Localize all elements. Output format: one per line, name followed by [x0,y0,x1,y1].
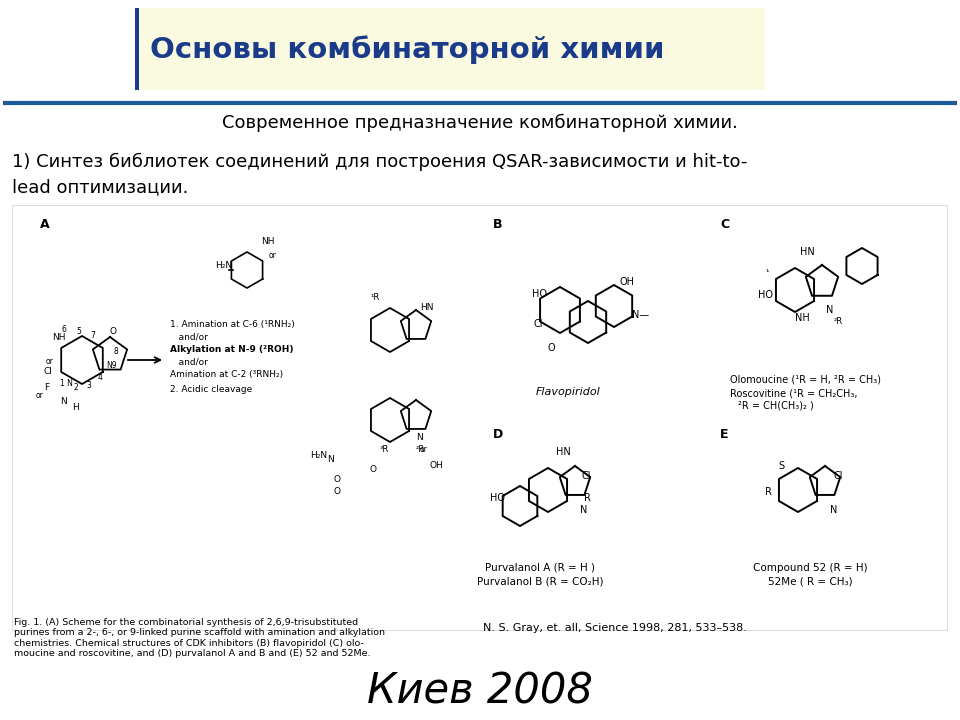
Text: E: E [720,428,729,441]
Text: Olomoucine (¹R = H, ²R = CH₃): Olomoucine (¹R = H, ²R = CH₃) [730,375,881,385]
Text: N: N [826,305,833,315]
Text: ²R: ²R [834,318,843,326]
Text: Roscovitine (¹R = CH₂CH₃,: Roscovitine (¹R = CH₂CH₃, [730,388,857,398]
Text: or: or [420,446,428,454]
Text: 4: 4 [98,374,103,382]
Text: HO: HO [532,289,547,299]
Text: OH: OH [430,461,444,469]
Text: R: R [584,493,590,503]
Text: C: C [720,218,730,231]
Text: A: A [40,218,50,231]
Text: OH: OH [620,277,635,287]
Text: Cl: Cl [44,367,53,377]
Text: ²R: ²R [416,446,425,454]
Text: R: R [765,487,772,497]
Text: lead оптимизации.: lead оптимизации. [12,178,188,196]
Text: N: N [327,456,334,464]
Text: ³R: ³R [380,446,389,454]
Text: Cl: Cl [582,471,591,481]
Text: and/or: and/or [170,358,208,366]
Text: N: N [830,505,837,515]
Text: Киев 2008: Киев 2008 [367,671,593,713]
Text: 8: 8 [114,348,119,356]
Text: or: or [36,392,44,400]
Text: ¹R: ¹R [370,294,379,302]
Text: HO: HO [758,290,773,300]
Text: or: or [46,358,54,366]
Text: NH: NH [261,238,275,246]
Bar [135,8,139,90]
Text: 2. Acidic cleavage: 2. Acidic cleavage [170,385,252,395]
Text: 1 N: 1 N [60,379,73,389]
Text: N9: N9 [106,361,116,369]
Text: NH: NH [795,313,809,323]
Text: B: B [493,218,502,231]
Text: 3: 3 [86,382,91,390]
Text: NH: NH [52,333,65,343]
Text: Amination at C-2 (³RNH₂): Amination at C-2 (³RNH₂) [170,369,283,379]
Text: 1) Синтез библиотек соединений для построения QSAR-зависимости и hit-to-: 1) Синтез библиотек соединений для постр… [12,153,748,171]
Text: HN: HN [556,447,571,457]
Text: Flavopiridol: Flavopiridol [536,387,600,397]
Text: H₂N: H₂N [310,451,327,459]
Text: O: O [333,487,340,497]
Text: N: N [580,505,588,515]
Text: Основы комбинаторной химии: Основы комбинаторной химии [150,36,664,64]
Text: N—: N— [632,310,649,320]
Text: Compound 52 (R = H): Compound 52 (R = H) [753,563,867,573]
Text: Современное предназначение комбинаторной химии.: Современное предназначение комбинаторной… [222,114,738,132]
Text: 7: 7 [90,331,95,341]
Text: Purvalanol B (R = CO₂H): Purvalanol B (R = CO₂H) [477,577,603,587]
Bar [135,8,765,90]
Text: O: O [110,328,117,336]
Text: O: O [548,343,556,353]
Text: O: O [370,466,377,474]
Text: F: F [44,384,49,392]
Text: Purvalanol A (R = H ): Purvalanol A (R = H ) [485,563,595,573]
Text: HO: HO [490,493,505,503]
Text: ²R = CH(CH₃)₂ ): ²R = CH(CH₃)₂ ) [738,401,814,411]
Text: N: N [416,433,422,443]
Bar [12,205,947,630]
Text: and/or: and/or [170,333,208,341]
Text: 1. Amination at C-6 (¹RNH₂): 1. Amination at C-6 (¹RNH₂) [170,320,295,330]
Text: O: O [333,475,340,485]
Text: H₂N: H₂N [215,261,232,271]
Text: N: N [60,397,67,407]
Text: HN: HN [800,247,815,257]
Text: Cl: Cl [834,471,844,481]
Text: S: S [778,461,784,471]
Text: 52Me ( R = CH₃): 52Me ( R = CH₃) [768,577,852,587]
Text: 6: 6 [62,325,67,335]
Text: ¹: ¹ [765,268,768,276]
Text: HN: HN [420,304,434,312]
Text: 5: 5 [76,328,81,336]
Text: Fig. 1. (A) Scheme for the combinatorial synthesis of 2,6,9-trisubstituted
purin: Fig. 1. (A) Scheme for the combinatorial… [14,618,385,658]
Text: or: or [269,251,276,261]
Text: Cl: Cl [534,319,543,329]
Text: Alkylation at N-9 (²ROH): Alkylation at N-9 (²ROH) [170,346,294,354]
Text: N. S. Gray, et. all, Science 1998, 281, 533–538.: N. S. Gray, et. all, Science 1998, 281, … [483,623,747,633]
Text: D: D [493,428,503,441]
Text: 2: 2 [74,384,79,392]
Text: H: H [72,403,79,413]
